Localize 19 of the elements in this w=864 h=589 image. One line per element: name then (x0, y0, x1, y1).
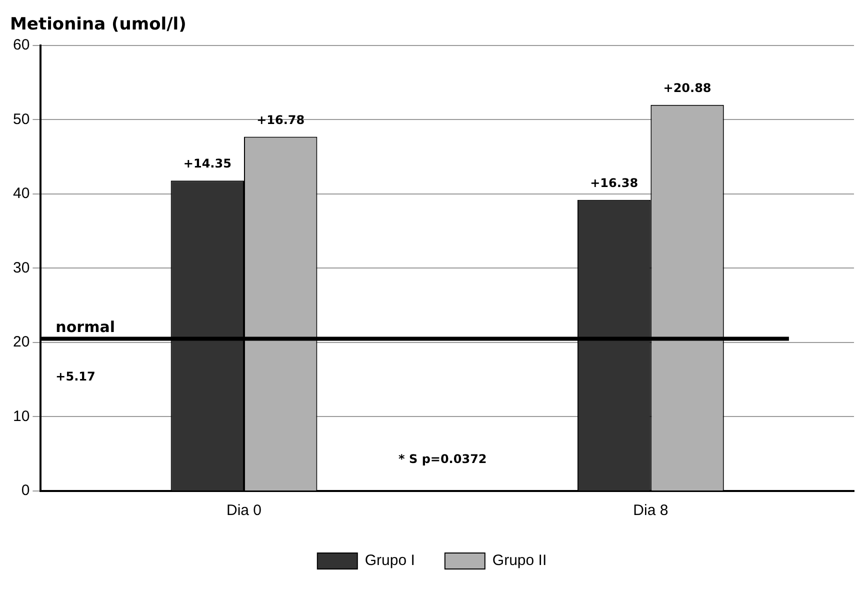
annotation: +16.78 (256, 112, 305, 127)
y-tick-label: 20 (12, 334, 30, 351)
y-tick-label: 60 (12, 36, 30, 54)
annotation: +5.17 (56, 369, 96, 384)
x-tick-label: Dia 0 (226, 502, 262, 520)
legend-label: Grupo I (364, 552, 415, 570)
y-tick-label: 40 (12, 185, 30, 202)
y-tick-label: 30 (12, 259, 30, 276)
y-tick-label: 0 (21, 482, 30, 500)
annotation: * S p=0.0372 (398, 452, 487, 466)
y-tick-label: 10 (12, 408, 30, 425)
y-tick-label: 50 (12, 110, 30, 128)
ref-line-label: normal (56, 318, 115, 336)
chart-title: Metionina (umol/l) (10, 14, 186, 35)
legend-label: Grupo II (492, 552, 547, 570)
x-tick-label: Dia 8 (633, 502, 668, 520)
annotation: +20.88 (663, 80, 712, 95)
annotation: +14.35 (183, 156, 232, 171)
annotation: +16.38 (590, 176, 638, 190)
